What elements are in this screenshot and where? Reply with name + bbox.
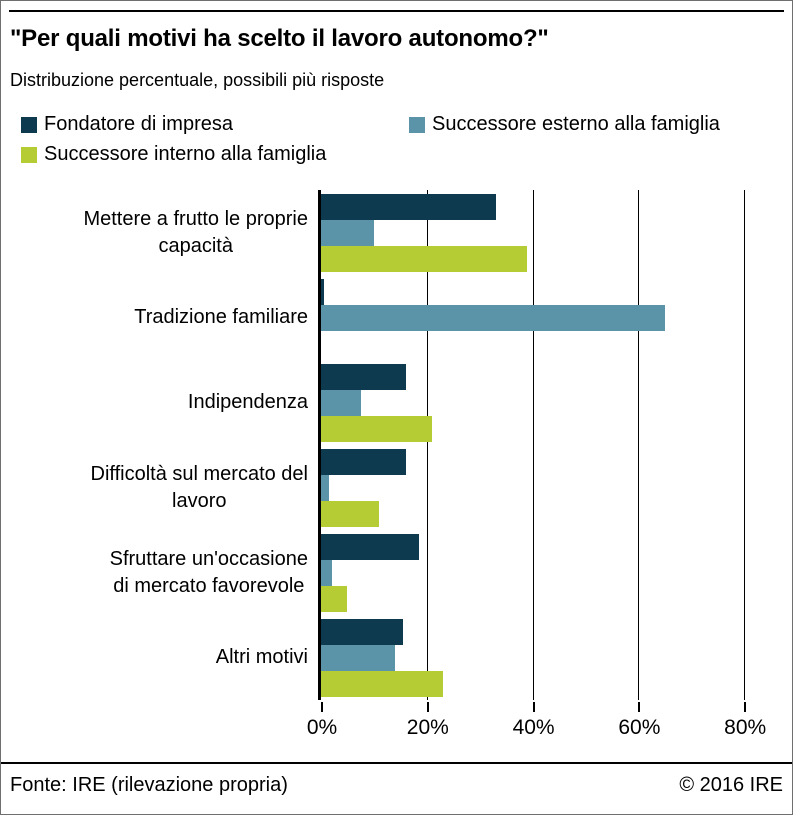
gridline	[532, 190, 534, 700]
bar-group	[321, 445, 782, 530]
category-label: Difficoltà sul mercato del lavoro	[90, 462, 309, 512]
bar	[321, 363, 406, 390]
axis-tick-label: 80%	[724, 716, 767, 739]
bar	[321, 585, 348, 612]
bar	[321, 304, 665, 331]
gridline	[426, 190, 428, 700]
bar	[321, 278, 324, 305]
bar	[321, 219, 374, 246]
bar-group	[321, 275, 782, 360]
footer: Fonte: IRE (rilevazione propria) © 2016 …	[1, 762, 792, 814]
bar	[321, 559, 332, 586]
top-rule	[9, 10, 784, 12]
category-label: Sfruttare un'occasione di mercato favorev…	[109, 547, 308, 597]
bar-chart: Mettere a frutto le proprie capacità Tradi…	[1, 190, 792, 700]
category-label-cell: Sfruttare un'occasione di mercato favorev…	[1, 530, 318, 615]
category-label-cell: Tradizione familiare	[1, 275, 318, 360]
category-label: Tradizione familiare	[134, 306, 308, 328]
source-note: Fonte: IRE (rilevazione propria)	[10, 774, 288, 796]
legend-item-successore-interno: Successore interno alla famiglia	[21, 143, 409, 166]
plot-area	[318, 190, 782, 700]
category-label-cell: Indipendenza	[1, 360, 318, 445]
gridline	[744, 190, 746, 700]
x-axis-ticks	[321, 700, 785, 712]
bar	[321, 448, 406, 475]
copyright-note: © 2016 IRE	[679, 774, 783, 796]
bar-group	[321, 530, 782, 615]
chart-title: "Per quali motivi ha scelto il lavoro au…	[10, 25, 549, 52]
bar	[321, 245, 528, 272]
axis-tick	[426, 702, 429, 712]
bar-group	[321, 190, 782, 275]
category-label-cell: Difficoltà sul mercato del lavoro	[1, 445, 318, 530]
axis-tick-label: 0%	[306, 716, 338, 739]
axis-tick	[321, 702, 323, 712]
bar-group	[321, 360, 782, 445]
bar	[321, 474, 329, 501]
category-label: Altri motivi	[215, 646, 308, 668]
axis-tick-label: 60%	[618, 716, 661, 739]
bar-group	[321, 615, 782, 700]
axis-tick	[532, 702, 535, 712]
axis-tick-label: 20%	[406, 716, 449, 739]
legend-item-successore-esterno: Successore esterno alla famiglia	[409, 113, 784, 136]
category-label-cell: Mettere a frutto le proprie capacità	[1, 190, 318, 275]
bar	[321, 644, 396, 671]
legend-swatch-fondatore-icon	[21, 116, 37, 133]
bar	[321, 193, 496, 220]
legend: Fondatore di impresa Successore esterno …	[21, 113, 784, 166]
x-axis-labels: 0% 20% 40% 60% 80%	[307, 712, 785, 744]
axis-tick	[744, 702, 747, 712]
legend-item-fondatore: Fondatore di impresa	[21, 113, 409, 136]
category-label: Indipendenza	[187, 391, 308, 413]
axis-tick-label: 40%	[512, 716, 555, 739]
gridline	[638, 190, 640, 700]
bar	[321, 670, 443, 697]
legend-label: Fondatore di impresa	[44, 113, 233, 135]
bar	[321, 389, 361, 416]
bar	[321, 618, 403, 645]
axis-tick	[638, 702, 641, 712]
legend-label: Successore interno alla famiglia	[44, 143, 327, 165]
bar	[321, 415, 433, 442]
category-label-cell: Altri motivi	[1, 615, 318, 700]
category-labels-column: Mettere a frutto le proprie capacità Tradi…	[1, 190, 318, 700]
bar	[321, 533, 419, 560]
chart-subtitle: Distribuzione percentuale, possibili più…	[10, 70, 385, 90]
category-label: Mettere a frutto le proprie capacità	[83, 207, 308, 257]
legend-swatch-successore-esterno-icon	[409, 116, 425, 133]
legend-swatch-successore-interno-icon	[21, 146, 37, 163]
legend-label: Successore esterno alla famiglia	[432, 113, 720, 135]
bar	[321, 500, 380, 527]
